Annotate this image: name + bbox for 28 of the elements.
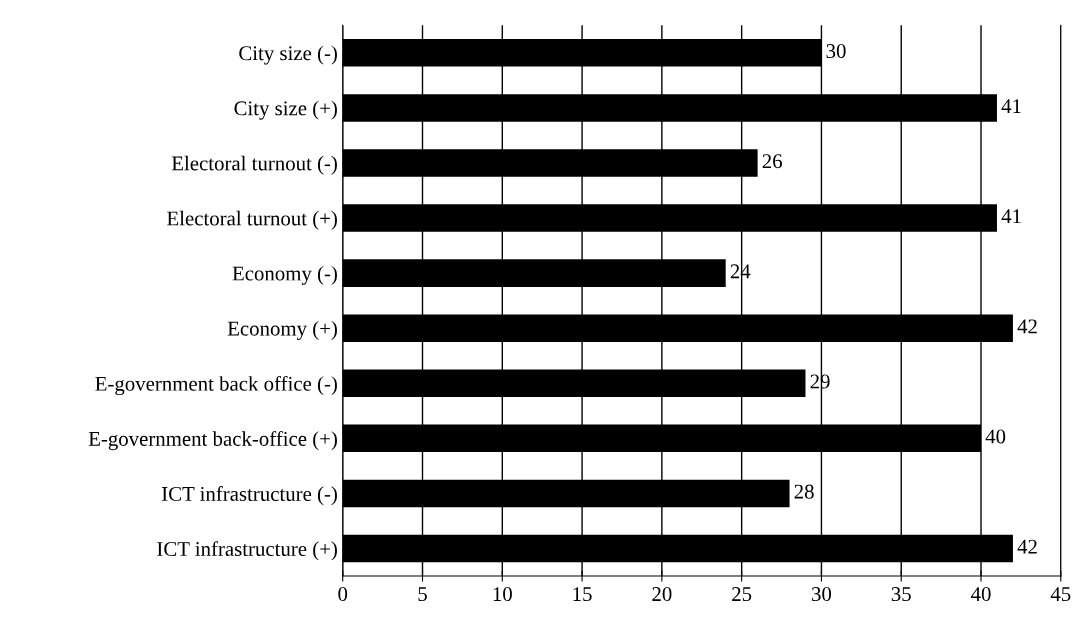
y-tick-label: Economy (-)	[232, 265, 337, 285]
x-tick-label: 35	[891, 587, 911, 602]
y-tick-label: City size (-)	[239, 45, 337, 65]
x-tick-label: 0	[338, 587, 348, 602]
data-label: 40	[985, 429, 1006, 444]
y-tick-label: Economy (+)	[227, 320, 337, 340]
y-tick-label: E-government back-office (+)	[88, 431, 337, 451]
x-tick-label: 25	[732, 587, 752, 602]
data-label: 28	[794, 484, 814, 499]
y-tick-label: City size (+)	[234, 100, 337, 120]
x-tick-label: 15	[573, 587, 592, 602]
x-tick-label: 40	[971, 587, 991, 602]
x-tick-label: 45	[1050, 587, 1071, 602]
y-tick-label: ICT infrastructure (+)	[157, 541, 337, 561]
x-tick-label: 20	[652, 587, 672, 602]
x-tick-label: 30	[812, 587, 832, 602]
data-label: 41	[1001, 99, 1021, 113]
data-label: 30	[826, 44, 846, 59]
data-label: 42	[1017, 539, 1037, 554]
y-tick-label: E-government back office (-)	[95, 375, 337, 396]
data-label: 26	[762, 154, 782, 169]
data-label: 41	[1001, 209, 1021, 224]
x-tick-label: 5	[418, 587, 427, 602]
data-label: 42	[1017, 319, 1037, 334]
y-tick-label: Electoral turnout (-)	[171, 155, 337, 175]
x-tick-label: 10	[493, 587, 512, 602]
y-tick-label: Electoral turnout (+)	[167, 210, 337, 230]
y-tick-label: ICT infrastructure (-)	[161, 486, 337, 506]
